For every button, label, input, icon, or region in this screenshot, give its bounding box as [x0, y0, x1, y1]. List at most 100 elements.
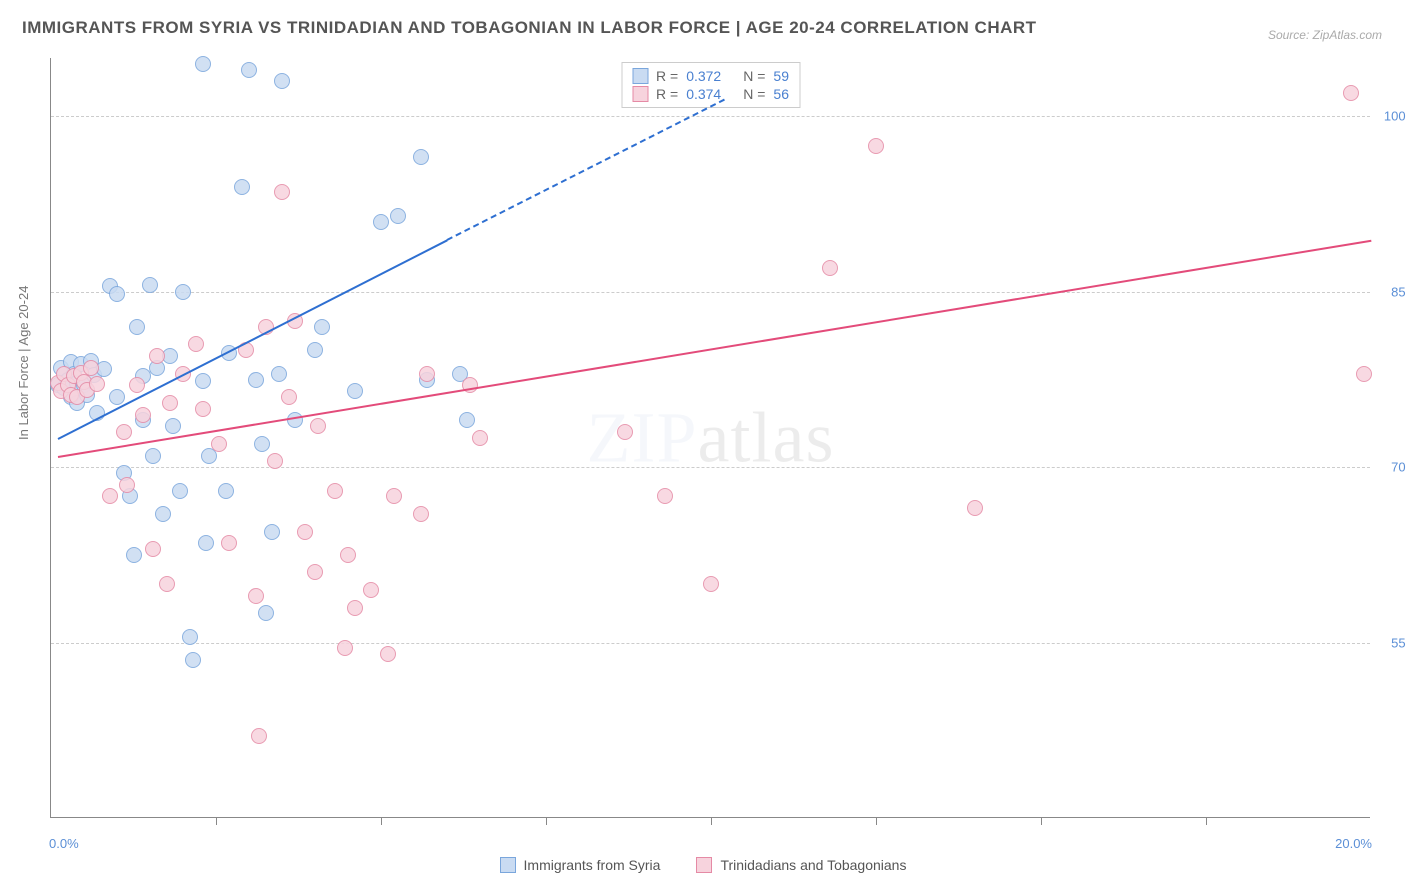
data-point-syria — [165, 418, 181, 434]
data-point-trinidad — [337, 640, 353, 656]
data-point-syria — [218, 483, 234, 499]
n-value: 59 — [773, 68, 789, 84]
x-tick — [876, 817, 877, 825]
r-value: 0.374 — [686, 86, 721, 102]
data-point-syria — [248, 372, 264, 388]
r-value: 0.372 — [686, 68, 721, 84]
data-point-syria — [234, 179, 250, 195]
trendline-dashed — [447, 99, 725, 241]
data-point-trinidad — [310, 418, 326, 434]
x-tick — [711, 817, 712, 825]
data-point-trinidad — [221, 535, 237, 551]
data-point-trinidad — [347, 600, 363, 616]
data-point-trinidad — [251, 728, 267, 744]
trendline — [57, 239, 1371, 457]
data-point-trinidad — [297, 524, 313, 540]
data-point-trinidad — [162, 395, 178, 411]
data-point-syria — [347, 383, 363, 399]
swatch-icon — [500, 857, 516, 873]
data-point-syria — [145, 448, 161, 464]
data-point-syria — [241, 62, 257, 78]
data-point-trinidad — [419, 366, 435, 382]
legend-item-syria: Immigrants from Syria — [500, 857, 661, 873]
data-point-trinidad — [657, 488, 673, 504]
data-point-syria — [172, 483, 188, 499]
data-point-trinidad — [386, 488, 402, 504]
x-tick — [1041, 817, 1042, 825]
x-tick — [546, 817, 547, 825]
data-point-syria — [195, 56, 211, 72]
data-point-trinidad — [340, 547, 356, 563]
data-point-trinidad — [1343, 85, 1359, 101]
gridline-h — [51, 467, 1370, 468]
data-point-syria — [307, 342, 323, 358]
data-point-trinidad — [1356, 366, 1372, 382]
data-point-trinidad — [119, 477, 135, 493]
stats-row-trinidad: R = 0.374 N = 56 — [632, 85, 789, 103]
data-point-trinidad — [307, 564, 323, 580]
n-value: 56 — [773, 86, 789, 102]
x-tick — [1206, 817, 1207, 825]
data-point-syria — [109, 286, 125, 302]
data-point-trinidad — [380, 646, 396, 662]
data-point-syria — [182, 629, 198, 645]
y-tick-label: 55.0% — [1391, 635, 1406, 650]
y-axis-title: In Labor Force | Age 20-24 — [16, 286, 31, 440]
chart-title: IMMIGRANTS FROM SYRIA VS TRINIDADIAN AND… — [22, 18, 1037, 38]
data-point-trinidad — [149, 348, 165, 364]
data-point-trinidad — [195, 401, 211, 417]
data-point-trinidad — [281, 389, 297, 405]
x-label-max: 20.0% — [1335, 836, 1372, 851]
swatch-icon — [632, 86, 648, 102]
data-point-trinidad — [145, 541, 161, 557]
data-point-syria — [175, 284, 191, 300]
data-point-syria — [129, 319, 145, 335]
data-point-syria — [373, 214, 389, 230]
y-tick-label: 100.0% — [1384, 109, 1406, 124]
n-label: N = — [743, 86, 765, 102]
data-point-syria — [413, 149, 429, 165]
data-point-trinidad — [248, 588, 264, 604]
data-point-trinidad — [159, 576, 175, 592]
plot-area: ZIPatlas R =0.372N =59R =0.374N =56 55.0… — [50, 58, 1370, 818]
data-point-trinidad — [822, 260, 838, 276]
r-label: R = — [656, 68, 678, 84]
y-tick-label: 85.0% — [1391, 284, 1406, 299]
data-point-trinidad — [89, 376, 105, 392]
data-point-trinidad — [188, 336, 204, 352]
data-point-trinidad — [472, 430, 488, 446]
x-tick — [216, 817, 217, 825]
x-tick — [381, 817, 382, 825]
data-point-trinidad — [135, 407, 151, 423]
data-point-syria — [254, 436, 270, 452]
data-point-syria — [142, 277, 158, 293]
legend-label: Trinidadians and Tobagonians — [720, 857, 906, 873]
data-point-syria — [271, 366, 287, 382]
data-point-syria — [198, 535, 214, 551]
data-point-trinidad — [129, 377, 145, 393]
data-point-trinidad — [274, 184, 290, 200]
data-point-trinidad — [83, 360, 99, 376]
data-point-syria — [258, 605, 274, 621]
r-label: R = — [656, 86, 678, 102]
correlation-stats-box: R = 0.372 N = 59 R = 0.374 N = 56 — [621, 62, 800, 108]
data-point-syria — [155, 506, 171, 522]
data-point-syria — [274, 73, 290, 89]
data-point-syria — [109, 389, 125, 405]
source-label: Source: ZipAtlas.com — [1268, 28, 1382, 42]
n-label: N = — [743, 68, 765, 84]
legend-item-trinidad: Trinidadians and Tobagonians — [696, 857, 906, 873]
gridline-h — [51, 292, 1370, 293]
data-point-syria — [126, 547, 142, 563]
data-point-syria — [459, 412, 475, 428]
data-point-trinidad — [967, 500, 983, 516]
data-point-trinidad — [413, 506, 429, 522]
data-point-trinidad — [703, 576, 719, 592]
data-point-trinidad — [327, 483, 343, 499]
data-point-syria — [185, 652, 201, 668]
y-tick-label: 70.0% — [1391, 460, 1406, 475]
data-point-trinidad — [267, 453, 283, 469]
swatch-icon — [696, 857, 712, 873]
gridline-h — [51, 116, 1370, 117]
trendline — [57, 239, 447, 440]
